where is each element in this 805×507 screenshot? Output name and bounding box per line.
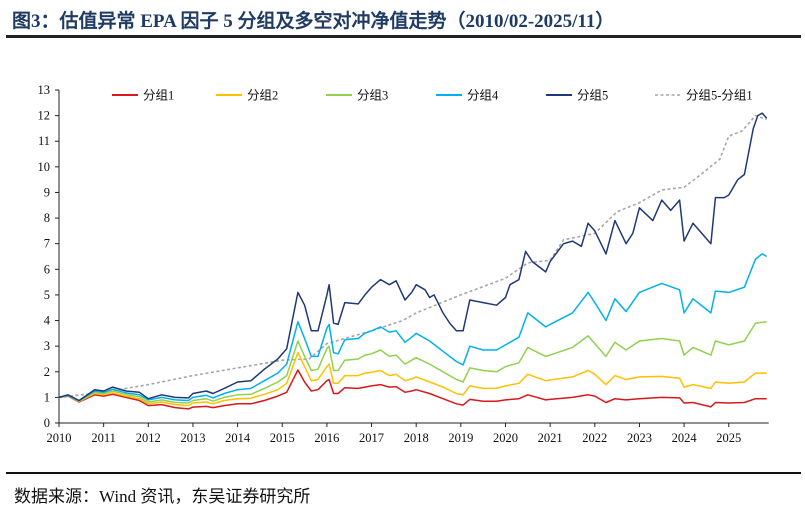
x-tick-label: 2013: [180, 431, 205, 445]
y-tick-label: 9: [44, 185, 50, 199]
series-line-5: [58, 112, 768, 402]
legend-label-2: 分组2: [247, 89, 278, 103]
legend-label-1: 分组1: [143, 89, 174, 103]
series-line-4: [58, 253, 768, 402]
x-tick-label: 2016: [314, 431, 339, 445]
title-divider: [6, 35, 801, 38]
y-tick-label: 0: [44, 416, 50, 430]
x-tick-label: 2025: [716, 431, 741, 445]
legend-label-6: 分组5-分组1: [686, 89, 753, 103]
legend-label-3: 分组3: [357, 89, 388, 103]
series-line-2: [58, 351, 767, 407]
y-tick-label: 1: [44, 390, 50, 404]
y-tick-label: 4: [44, 314, 51, 328]
x-tick-label: 2024: [672, 431, 698, 445]
x-tick-label: 2023: [627, 431, 652, 445]
series-line-3: [58, 321, 767, 404]
y-tick-label: 5: [44, 288, 50, 302]
x-tick-label: 2020: [493, 431, 518, 445]
x-tick-label: 2022: [582, 431, 607, 445]
source-note: 数据来源：Wind 资讯，东吴证券研究所: [14, 487, 311, 506]
legend-label-5: 分组5: [577, 89, 608, 103]
figure-title: 图3：估值异常 EPA 因子 5 分组及多空对冲净值走势（2010/02-202…: [12, 11, 615, 32]
x-tick-label: 2017: [359, 431, 384, 445]
y-tick-label: 12: [38, 109, 51, 123]
x-tick-label: 2014: [225, 431, 251, 445]
y-tick-label: 6: [44, 262, 50, 276]
x-tick-label: 2010: [47, 431, 72, 445]
y-tick-label: 8: [44, 211, 50, 225]
series-line-1: [58, 369, 767, 410]
x-tick-label: 2011: [91, 431, 116, 445]
x-tick-label: 2021: [538, 431, 563, 445]
x-tick-label: 2012: [136, 431, 161, 445]
y-tick-label: 7: [44, 237, 50, 251]
y-tick-label: 13: [38, 83, 51, 97]
y-tick-label: 11: [38, 134, 50, 148]
series-line-6: [58, 114, 767, 399]
legend-label-4: 分组4: [467, 89, 499, 103]
x-tick-label: 2018: [404, 431, 429, 445]
y-tick-label: 3: [44, 339, 50, 353]
source-divider: [6, 472, 801, 474]
y-tick-label: 10: [38, 160, 51, 174]
x-tick-label: 2015: [270, 431, 295, 445]
y-tick-label: 2: [44, 365, 50, 379]
x-tick-label: 2019: [448, 431, 473, 445]
